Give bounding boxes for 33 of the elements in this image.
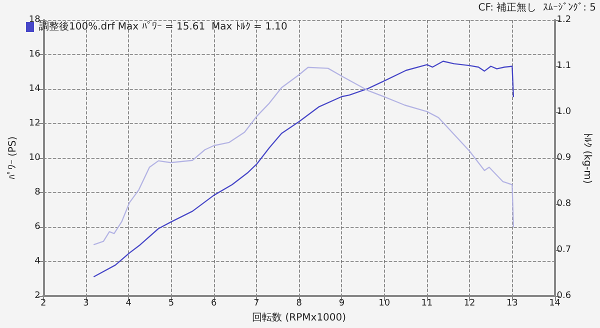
y-tick-label: 4 xyxy=(34,256,41,267)
x-tick-label: 14 xyxy=(549,298,561,309)
x-tick-label: 12 xyxy=(464,298,476,309)
x-tick-label: 8 xyxy=(296,298,302,309)
y-axis-title: ﾊﾟﾜｰ (PS) xyxy=(8,136,18,180)
legend-label: 調整後100%.drf Max ﾊﾟﾜｰ = 15.61 Max ﾄﾙｸ = 1.10 xyxy=(39,20,288,32)
y-tick-label: 14 xyxy=(28,84,41,94)
text: CF: 補正無し ｽﾑｰｼﾞﾝｸﾞ: 5 xyxy=(478,2,596,14)
x-tick-label: 3 xyxy=(83,298,89,309)
x-tick-label: 4 xyxy=(126,298,132,309)
x-tick-label: 9 xyxy=(338,298,345,309)
x-tick-label: 5 xyxy=(168,298,174,309)
y-tick-label: 16 xyxy=(28,50,41,60)
x-tick-label: 13 xyxy=(506,298,518,309)
y2-axis-title: ﾄﾙｸ (kg-m) xyxy=(582,132,592,184)
y2-tick-label: 0.7 xyxy=(556,245,572,256)
y-tick-label: 8 xyxy=(34,188,41,198)
y2-tick-label: 0.8 xyxy=(556,199,572,210)
y2-tick-label: 0.9 xyxy=(556,153,572,164)
y-tick-label: 12 xyxy=(28,118,40,129)
x-tick-label: 6 xyxy=(210,298,217,309)
line-series xyxy=(93,66,514,246)
y2-tick-label: 1.0 xyxy=(556,107,572,118)
y-tick-label: 6 xyxy=(34,222,41,232)
x-axis-title: 回転数 (RPMx1000) xyxy=(252,312,346,324)
y-tick-label: 2 xyxy=(34,291,40,302)
x-tick-label: 7 xyxy=(254,298,260,309)
y2-tick-label: 1.1 xyxy=(556,61,572,72)
x-tick-label: 11 xyxy=(421,298,433,309)
line-series xyxy=(93,60,514,278)
x-tick-label: 10 xyxy=(378,298,390,309)
y-tick-label: 10 xyxy=(28,153,41,164)
y2-tick-label: 1.2 xyxy=(556,15,572,25)
